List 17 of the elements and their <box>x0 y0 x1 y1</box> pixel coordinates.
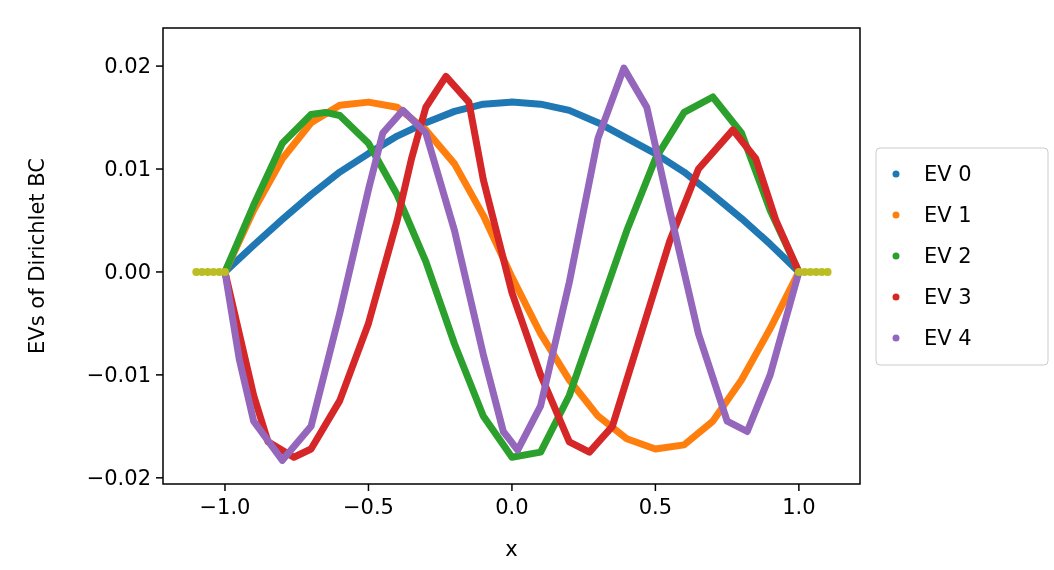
y-axis-title: EVs of Dirichlet BC <box>25 158 49 354</box>
legend-label: EV 0 <box>924 162 972 186</box>
y-tick-label: 0.02 <box>104 54 151 79</box>
legend-label: EV 1 <box>924 203 972 227</box>
x-tick-label: −0.5 <box>342 495 394 519</box>
x-tick-label: 1.0 <box>782 495 816 519</box>
y-tick-label: −0.01 <box>86 362 151 387</box>
legend-label: EV 3 <box>924 285 972 309</box>
y-tick-label: −0.02 <box>86 465 151 490</box>
x-tick-label: −1.0 <box>199 495 251 519</box>
y-tick-label: 0.01 <box>104 157 151 182</box>
legend-label: EV 4 <box>924 326 972 350</box>
x-tick-label: 0.0 <box>495 495 529 519</box>
y-tick-label: 0.00 <box>104 259 151 284</box>
x-tick-label: 0.5 <box>638 495 673 519</box>
x-axis-title: x <box>505 537 518 561</box>
legend-label: EV 2 <box>924 244 972 268</box>
